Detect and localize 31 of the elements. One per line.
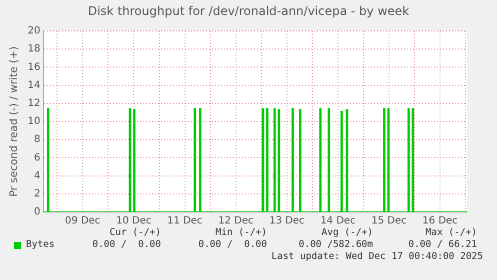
chart-title: Disk throughput for /dev/ronald-ann/vicepa - by week [86, 4, 410, 18]
text: Min (-/+) [216, 227, 267, 238]
text: 0.00 / 0.00 [198, 239, 267, 250]
text: Avg (-/+) [322, 227, 373, 238]
x-tick-label: 12 Dec [218, 216, 254, 227]
x-tick-label: 14 Dec [320, 216, 356, 227]
text: Last update: Wed Dec 17 00:40:00 2025 [271, 251, 483, 262]
y-tick-label: 8 [34, 134, 40, 146]
y-tick-label: 12 [28, 98, 40, 109]
y-tick-label: 16 [28, 62, 40, 73]
y-tick-label: 20 [28, 26, 40, 37]
text: Cur (-/+) [110, 227, 161, 238]
y-tick-label: 0 [34, 206, 40, 218]
x-tick-label: 16 Dec [422, 216, 458, 227]
x-tick-label: 09 Dec [65, 216, 100, 227]
text: 0.00 /582.60m [298, 239, 373, 250]
y-tick-label: 14 [28, 80, 40, 91]
x-tick-label: 10 Dec [116, 216, 152, 227]
y-tick-label: 2 [34, 188, 40, 200]
y-axis-title: Pr second read (-) / write (+) [8, 46, 20, 197]
y-tick-label: 10 [28, 116, 40, 128]
legend-label: Bytes [26, 239, 55, 250]
y-tick-label: 18 [28, 44, 40, 55]
x-tick-label: 13 Dec [269, 216, 305, 227]
text: 0.00 / 0.00 [92, 239, 161, 250]
text: Max (-/+) [426, 227, 477, 238]
x-tick-label: 11 Dec [167, 216, 202, 227]
y-tick-label: 6 [34, 152, 40, 164]
x-tick-label: 15 Dec [371, 216, 407, 227]
text: 0.00 / 66.21 [408, 239, 477, 250]
y-tick-label: 4 [34, 170, 40, 182]
